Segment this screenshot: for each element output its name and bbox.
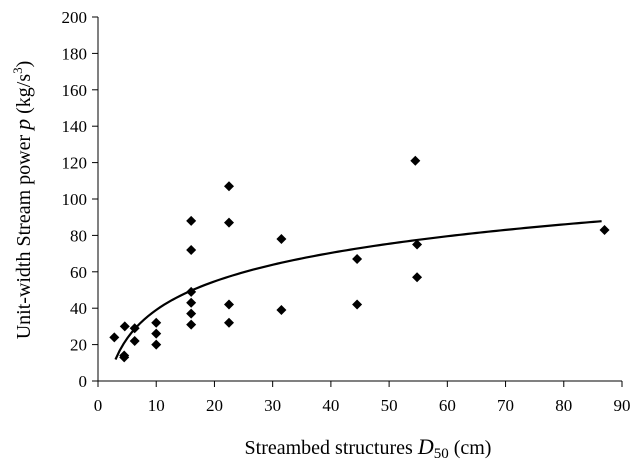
data-point <box>224 217 234 228</box>
y-tick-label: 100 <box>62 190 88 209</box>
x-tick-label: 80 <box>555 396 572 415</box>
x-axis-title: Streambed structures D50 (cm) <box>245 434 492 462</box>
y-tick-label: 0 <box>79 372 88 391</box>
data-points <box>109 155 610 363</box>
data-point <box>276 234 287 245</box>
data-point <box>224 299 234 310</box>
data-point <box>186 308 197 319</box>
data-point <box>599 224 610 235</box>
data-point <box>352 299 363 310</box>
x-tick-label: 10 <box>148 396 165 415</box>
y-tick-label: 200 <box>62 8 88 27</box>
y-axis-title-symbol: p <box>10 119 35 132</box>
data-point <box>412 272 423 283</box>
x-tick-label: 30 <box>264 396 281 415</box>
y-axis-title-unit-open: (kg/s <box>13 74 35 119</box>
x-tick-label: 60 <box>439 396 456 415</box>
data-point <box>109 332 120 343</box>
y-tick-label: 140 <box>62 117 88 136</box>
data-point <box>119 352 130 363</box>
data-point <box>151 339 162 350</box>
data-point <box>410 155 421 166</box>
x-tick-label: 50 <box>381 396 398 415</box>
data-point <box>186 297 197 308</box>
y-tick-label: 80 <box>70 226 87 245</box>
y-tick-label: 160 <box>62 81 88 100</box>
x-axis-title-symbol: D <box>417 434 434 459</box>
x-axis-title-suffix: (cm) <box>449 437 492 459</box>
x-tick-label: 40 <box>322 396 339 415</box>
data-point <box>412 239 423 250</box>
x-tick-label: 90 <box>614 396 631 415</box>
y-tick-label: 120 <box>62 154 88 173</box>
data-point <box>276 305 287 316</box>
y-tick-label: 60 <box>70 263 87 282</box>
x-axis-title-prefix: Streambed structures <box>245 437 418 459</box>
data-point <box>151 328 162 339</box>
y-tick-label: 180 <box>62 44 88 63</box>
data-point <box>186 286 197 297</box>
x-tick-label: 0 <box>94 396 103 415</box>
x-axis-title-subscript: 50 <box>434 446 449 462</box>
data-point <box>186 215 197 226</box>
data-point <box>129 335 140 346</box>
y-axis-title-superscript: 3 <box>10 67 25 74</box>
data-point <box>186 319 197 330</box>
x-tick-labels: 0 10 20 30 40 50 60 70 80 90 <box>94 396 631 415</box>
x-tick-label: 70 <box>497 396 514 415</box>
y-tick-label: 20 <box>70 336 87 355</box>
y-tick-labels: 0 20 40 60 80 100 120 140 160 180 200 <box>62 8 88 391</box>
data-point <box>224 181 234 192</box>
y-axis-title-unit-close: ) <box>13 61 35 68</box>
data-point <box>119 321 130 332</box>
axes <box>92 16 623 387</box>
data-point <box>224 317 234 328</box>
trendline <box>114 220 602 360</box>
y-axis-title-prefix: Unit-width Stream power <box>13 130 35 339</box>
y-axis-title: Unit-width Stream power p (kg/s3) <box>10 61 35 340</box>
data-point <box>186 244 197 255</box>
data-point <box>129 323 140 334</box>
data-point <box>352 254 363 265</box>
data-point <box>151 317 162 328</box>
y-tick-label: 40 <box>70 299 87 318</box>
x-tick-label: 20 <box>206 396 223 415</box>
